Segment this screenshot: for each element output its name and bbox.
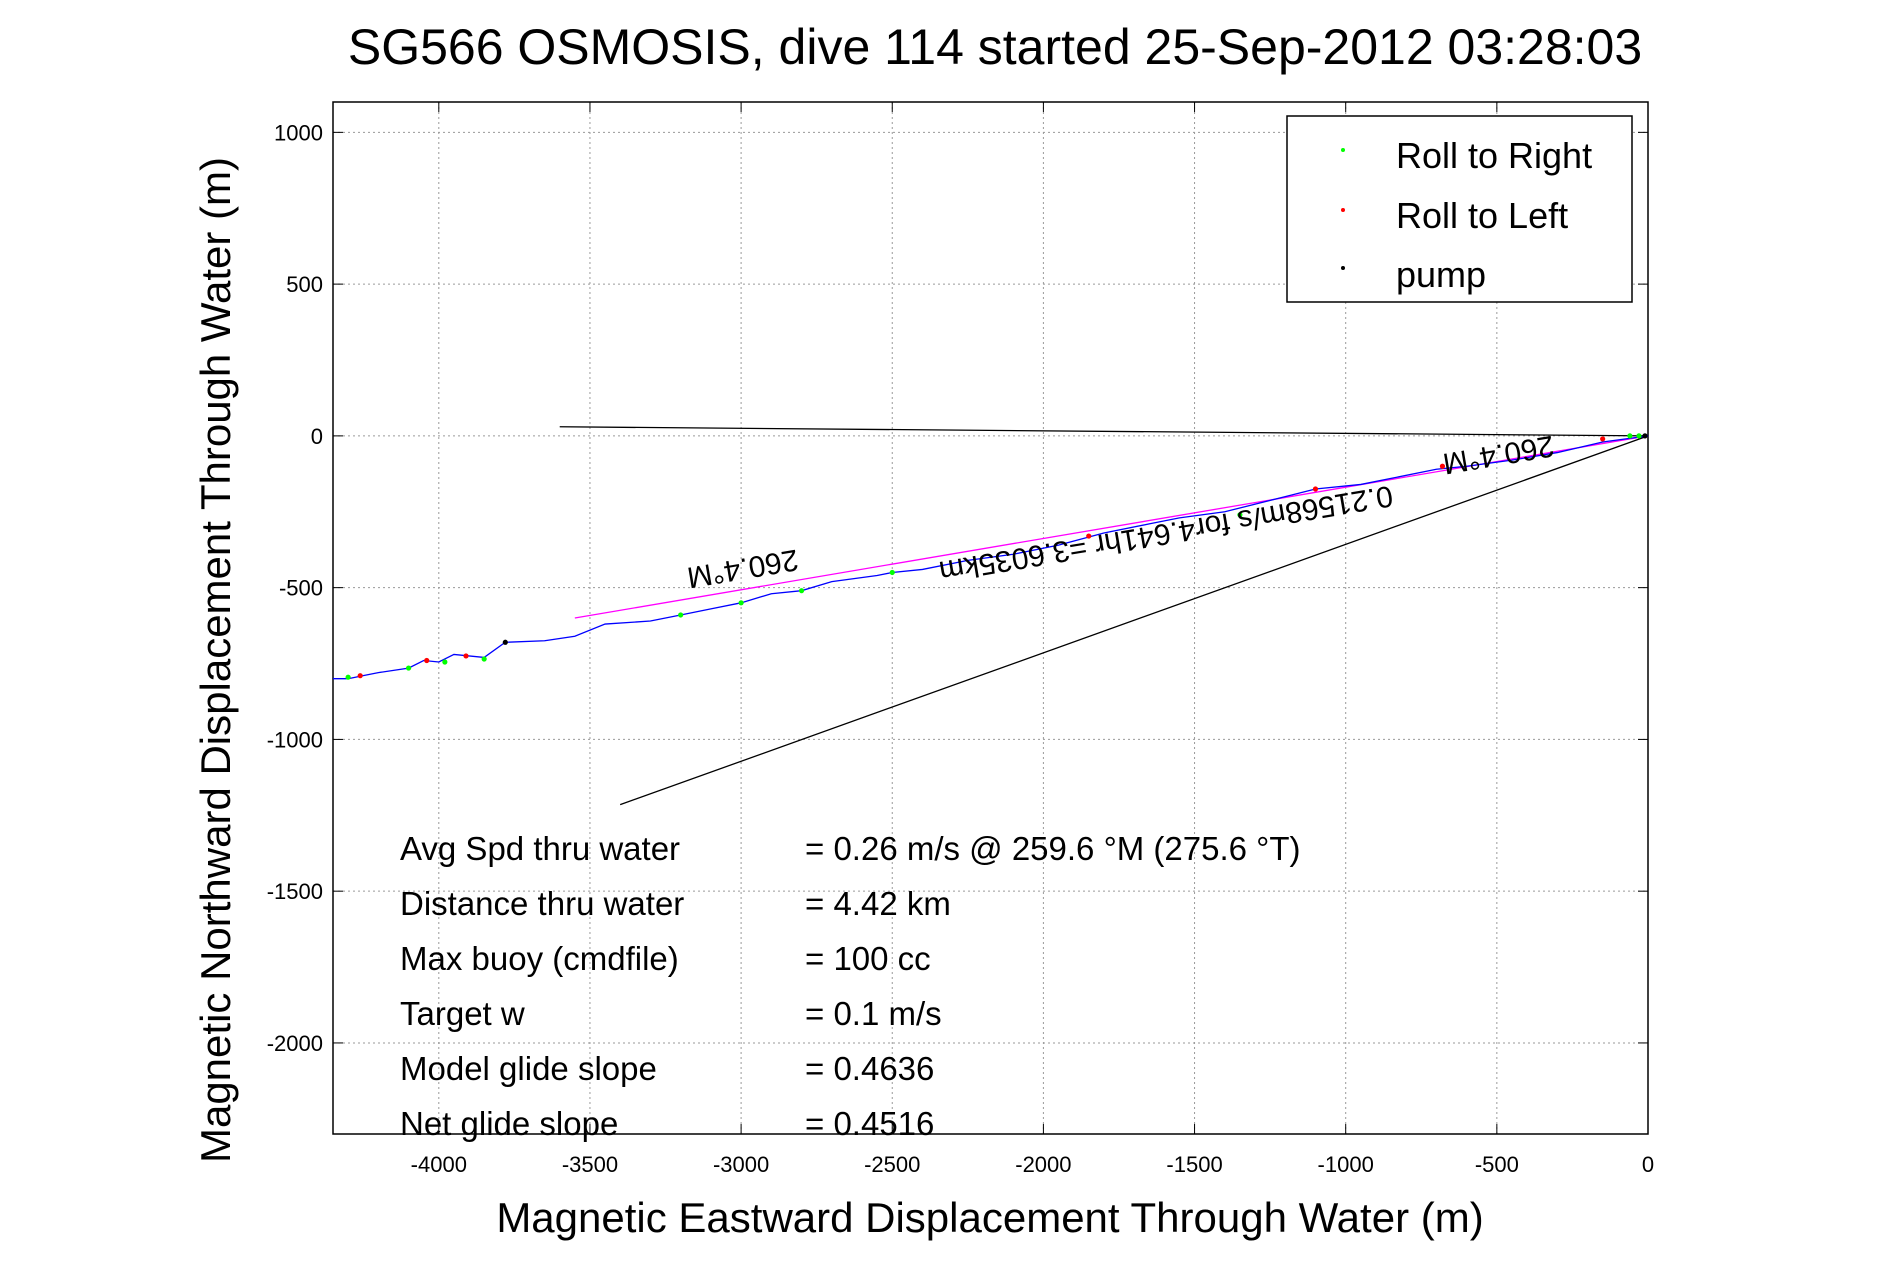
roll-right-point (738, 600, 744, 606)
legend-marker-roll-right (1341, 148, 1345, 152)
y-tick-label: 500 (286, 272, 323, 297)
annotation-value-net-glide: = 0.4516 (805, 1105, 934, 1142)
roll-right-point (481, 656, 487, 662)
legend-label-roll-left: Roll to Left (1396, 195, 1568, 236)
x-tick-label: -4000 (411, 1152, 467, 1177)
x-tick-label: -2000 (1015, 1152, 1071, 1177)
roll-right-point (798, 588, 805, 594)
roll-left-point (1312, 486, 1319, 492)
track-line (333, 435, 1649, 680)
pump-point (1642, 433, 1648, 439)
roll-right-point (1237, 512, 1243, 518)
current-line (559, 426, 1649, 437)
annotation-label-target-w: Target w (400, 995, 525, 1032)
y-axis-label: Magnetic Northward Displacement Through … (192, 157, 239, 1163)
y-tick-label: -500 (279, 576, 323, 601)
roll-left-point (357, 673, 363, 679)
y-tick-label: -2000 (267, 1031, 323, 1056)
annotation-label-net-glide: Net glide slope (400, 1105, 618, 1142)
roll-right-point (442, 659, 448, 665)
y-tick-label: -1000 (267, 727, 323, 752)
track (333, 435, 1649, 680)
annotation-label-distance: Distance thru water (400, 885, 684, 922)
roll-right-point (889, 569, 895, 576)
legend-label-pump: pump (1396, 254, 1486, 295)
roll-right-point (405, 665, 412, 671)
plot-area-frame (332, 101, 1649, 1135)
roll-left-point (1439, 463, 1446, 469)
axis-ticks: -4000 -3500 -3000 -2500 -2000 -1500 -1000 -500 0… (267, 102, 1654, 1177)
annotation-block: Avg Spd thru water = 0.26 m/s @ 259.6 °M… (400, 830, 1301, 1142)
y-tick-label: -1500 (267, 879, 323, 904)
roll-right-point (345, 674, 351, 680)
annotation-value-max-buoy: = 100 cc (805, 940, 931, 977)
annotation-value-avg-speed: = 0.26 m/s @ 259.6 °M (275.6 °T) (805, 830, 1301, 867)
annotation-label-model-glide: Model glide slope (400, 1050, 657, 1087)
legend-label-roll-right: Roll to Right (1396, 135, 1592, 176)
chart-title: SG566 OSMOSIS, dive 114 started 25-Sep-2… (348, 19, 1642, 75)
roll-right-point (1636, 433, 1642, 439)
roll-left-point (463, 653, 469, 659)
x-tick-label: -3000 (713, 1152, 769, 1177)
roll-right-point (678, 612, 684, 618)
roll-left-point (424, 657, 430, 664)
x-tick-label: -500 (1475, 1152, 1519, 1177)
pump-point (502, 639, 508, 645)
legend-marker-pump (1341, 266, 1345, 270)
x-tick-label: -3500 (562, 1152, 618, 1177)
annotation-value-target-w: = 0.1 m/s (805, 995, 942, 1032)
annotation-label-max-buoy: Max buoy (cmdfile) (400, 940, 679, 977)
glide-projection-line (619, 435, 1649, 806)
roll-right-point (1627, 433, 1633, 439)
roll-left-point (1600, 436, 1606, 442)
x-tick-label: 0 (1642, 1152, 1654, 1177)
legend: Roll to Right Roll to Left pump (1286, 115, 1633, 303)
x-axis-label: Magnetic Eastward Displacement Through W… (496, 1194, 1483, 1241)
x-tick-label: -1500 (1166, 1152, 1222, 1177)
y-tick-label: 0 (311, 424, 323, 449)
roll-left-point (1086, 533, 1092, 539)
x-tick-label: -2500 (864, 1152, 920, 1177)
y-tick-label: 1000 (274, 120, 323, 145)
annotation-label-avg-speed: Avg Spd thru water (400, 830, 680, 867)
x-tick-label: -1000 (1318, 1152, 1374, 1177)
roll-points (345, 433, 1648, 680)
annotation-value-model-glide: = 0.4636 (805, 1050, 934, 1087)
legend-marker-roll-left (1341, 208, 1345, 212)
annotation-value-distance: = 4.42 km (805, 885, 951, 922)
